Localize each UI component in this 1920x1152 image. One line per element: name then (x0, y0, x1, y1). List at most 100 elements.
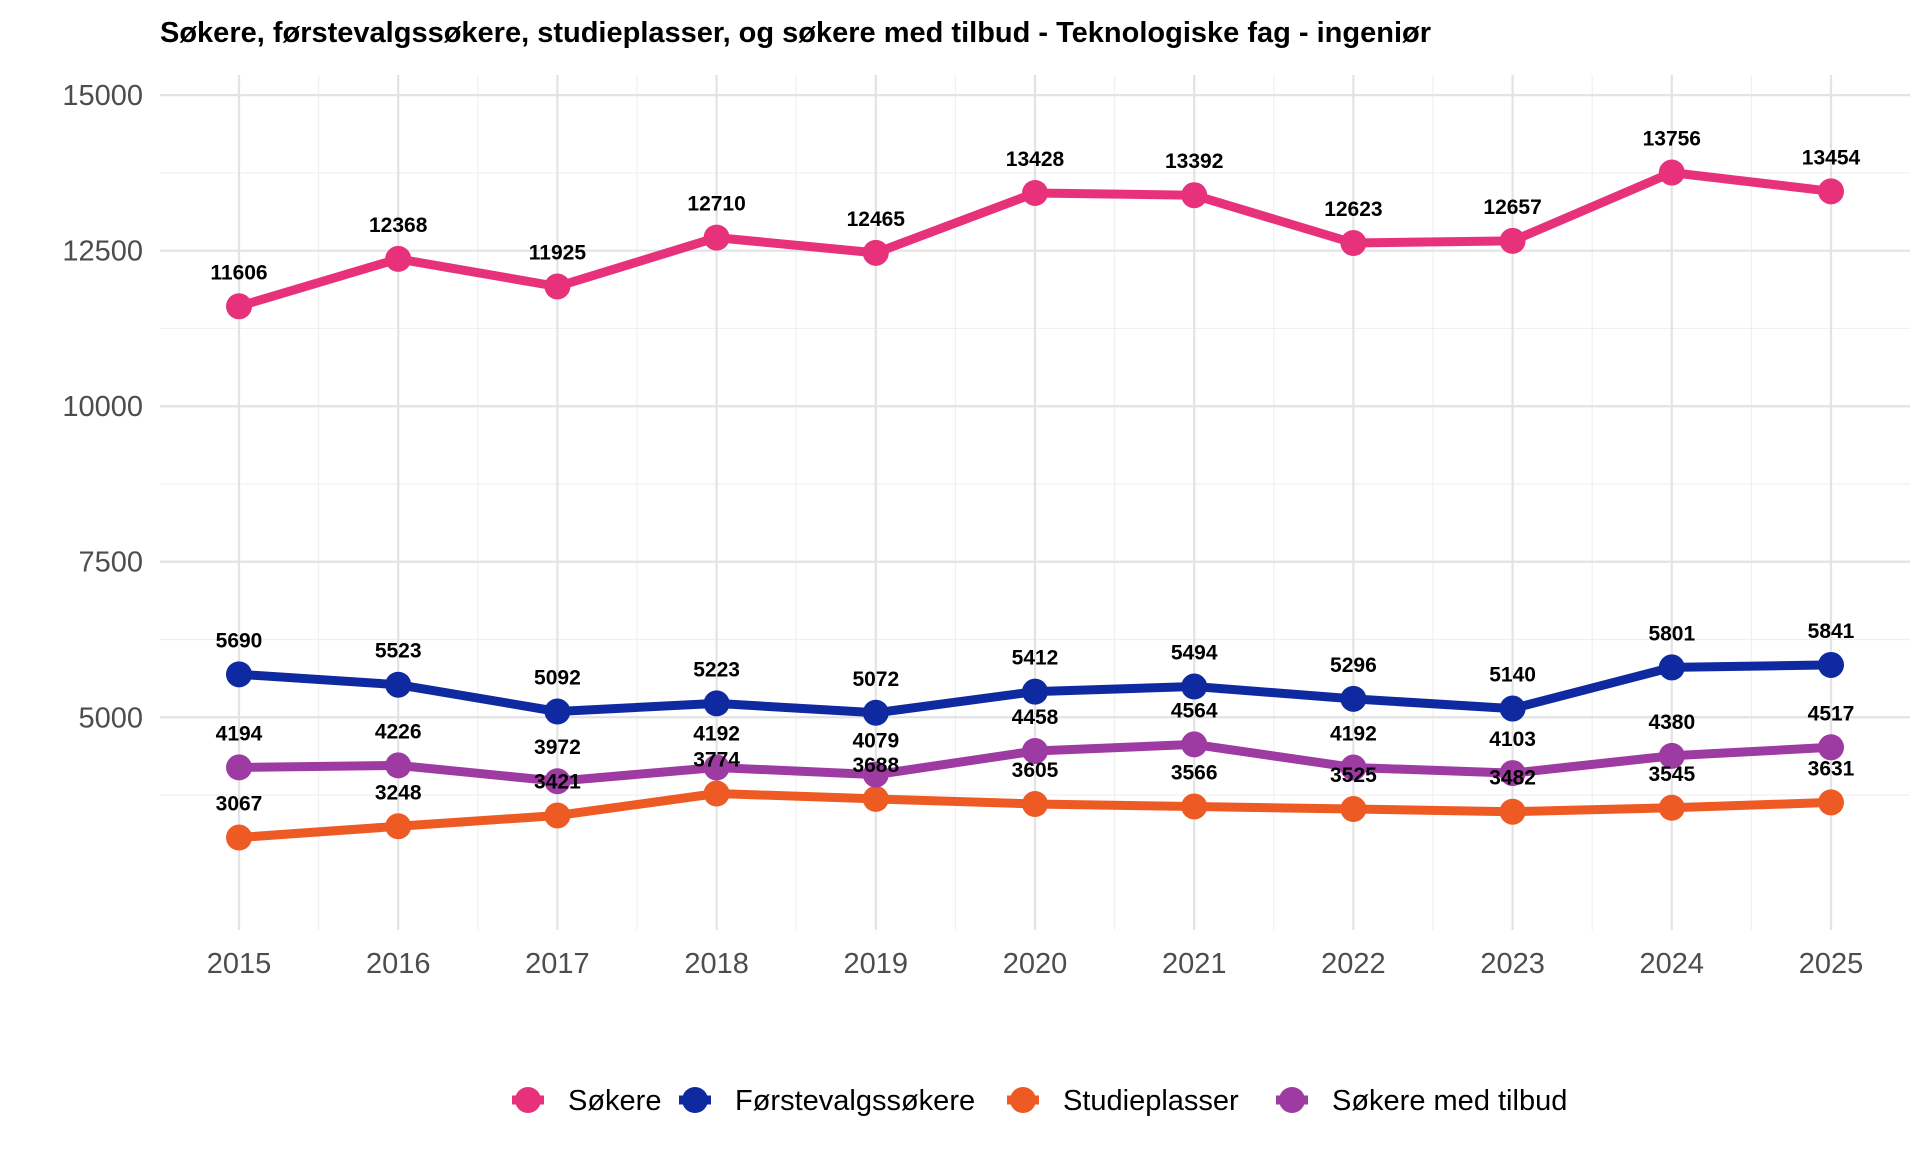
data-point (703, 690, 730, 717)
legend-key-point (1279, 1087, 1305, 1113)
chart-title: Søkere, førstevalgssøkere, studieplasser… (160, 17, 1431, 49)
data-point (1658, 159, 1685, 186)
data-label: 5841 (1808, 620, 1855, 643)
y-tick-label: 12500 (62, 236, 143, 268)
data-point (1499, 227, 1526, 254)
data-point (1181, 731, 1208, 758)
y-tick-label: 7500 (78, 547, 143, 579)
data-label: 4226 (375, 720, 422, 743)
data-label: 4458 (1012, 706, 1059, 729)
data-label: 3421 (534, 770, 581, 793)
data-label: 5523 (375, 640, 422, 663)
data-point (1022, 678, 1048, 705)
data-label: 5801 (1648, 622, 1695, 645)
legend-label: Studieplasser (1063, 1085, 1239, 1117)
data-point (1658, 654, 1685, 681)
x-tick-label: 2022 (1321, 948, 1386, 980)
data-label: 3525 (1330, 764, 1377, 787)
legend-item: Studieplasser (1007, 1085, 1239, 1117)
x-tick-label: 2020 (1003, 948, 1068, 980)
data-point (862, 761, 889, 788)
data-point (1818, 789, 1844, 816)
data-label: 13428 (1006, 148, 1065, 171)
data-label: 3545 (1648, 763, 1695, 786)
data-point (1340, 685, 1367, 712)
data-label: 4192 (1330, 723, 1377, 746)
data-point (1181, 793, 1208, 820)
data-label: 13454 (1802, 146, 1861, 169)
data-point (703, 780, 730, 807)
data-label: 13756 (1643, 128, 1701, 151)
x-tick-label: 2019 (844, 948, 909, 980)
axes: 5000 7500 10000 12500 15000 2015 2016 2017 2018 2… (62, 80, 1863, 980)
data-label: 5690 (216, 629, 263, 652)
data-label: 3482 (1489, 767, 1536, 790)
legend-label: Søkere med tilbud (1332, 1085, 1567, 1117)
data-point (544, 698, 571, 725)
y-tick-label: 15000 (62, 80, 143, 112)
data-label: 4517 (1808, 702, 1855, 725)
x-tick-label: 2016 (366, 948, 431, 980)
data-point (385, 813, 412, 840)
data-point (1818, 178, 1844, 205)
legend-item: Søkere (512, 1085, 661, 1117)
data-point (862, 699, 889, 726)
data-label: 3972 (534, 736, 581, 759)
data-label: 3631 (1808, 757, 1855, 780)
data-point (1340, 796, 1367, 823)
data-label: 5140 (1489, 664, 1536, 687)
data-label: 5223 (693, 658, 740, 681)
data-label: 3067 (216, 793, 263, 816)
data-point (226, 661, 252, 688)
x-tick-label: 2015 (207, 948, 272, 980)
data-label: 5412 (1012, 647, 1059, 670)
data-point (544, 768, 571, 795)
legend: Søkere Førstevalgssøkere Studieplasser Søke… (512, 1085, 1567, 1117)
data-label: 3566 (1171, 761, 1218, 784)
data-label: 12465 (847, 208, 906, 231)
data-point (1818, 651, 1844, 678)
data-label: 4079 (852, 730, 899, 753)
data-point (226, 293, 252, 320)
x-tick-label: 2021 (1162, 948, 1227, 980)
data-point (703, 224, 730, 251)
legend-item: Førstevalgssøkere (679, 1085, 975, 1117)
data-label: 13392 (1165, 150, 1223, 173)
data-point (1022, 179, 1048, 206)
data-label: 12368 (369, 214, 428, 237)
x-tick-label: 2025 (1799, 948, 1864, 980)
legend-key-point (1010, 1087, 1036, 1113)
data-point (1499, 760, 1526, 787)
data-point (862, 785, 889, 812)
data-point (1340, 230, 1367, 257)
data-point (1658, 794, 1685, 821)
series (226, 159, 1844, 851)
data-label: 11606 (210, 261, 267, 284)
legend-key-point (682, 1087, 708, 1113)
data-label: 4192 (693, 723, 740, 746)
data-point (1181, 182, 1208, 209)
data-label: 12710 (687, 193, 745, 216)
data-label: 11925 (529, 241, 587, 264)
data-label: 3605 (1012, 759, 1059, 782)
data-label: 12623 (1324, 198, 1382, 221)
data-label: 3688 (852, 754, 899, 777)
x-tick-label: 2024 (1640, 948, 1705, 980)
data-label: 4103 (1489, 728, 1536, 751)
data-labels: 11606 12368 11925 12710 12465 13428 13392 12623… (210, 128, 1860, 816)
data-label: 5494 (1171, 642, 1218, 665)
data-point (385, 245, 412, 272)
data-label: 3248 (375, 781, 422, 804)
data-point (1340, 754, 1367, 781)
data-point (385, 671, 412, 698)
data-label: 5072 (852, 668, 899, 691)
data-label: 5296 (1330, 654, 1377, 677)
legend-label: Førstevalgssøkere (735, 1085, 975, 1117)
data-point (1022, 791, 1048, 818)
y-tick-label: 10000 (62, 391, 143, 423)
y-tick-label: 5000 (78, 702, 143, 734)
data-point (1658, 742, 1685, 769)
data-label: 12657 (1483, 196, 1541, 219)
